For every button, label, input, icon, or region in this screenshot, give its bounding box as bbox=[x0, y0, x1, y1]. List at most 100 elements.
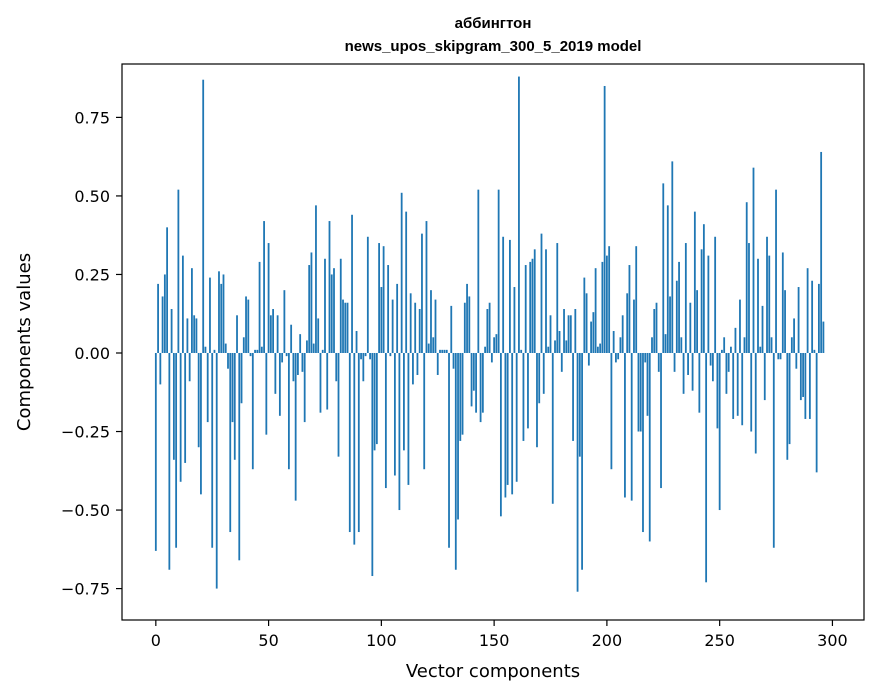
bar-165 bbox=[527, 352, 529, 429]
y-tick-label: 0.75 bbox=[74, 108, 110, 127]
bar-100 bbox=[380, 287, 383, 353]
bar-254 bbox=[727, 352, 730, 372]
bar-83 bbox=[342, 299, 344, 353]
bar-190 bbox=[583, 277, 586, 353]
y-tick-label: 0.25 bbox=[74, 265, 110, 284]
bar-202 bbox=[610, 352, 613, 470]
bar-67 bbox=[306, 340, 308, 353]
bar-248 bbox=[714, 236, 717, 353]
bar-111 bbox=[405, 211, 408, 353]
bar-38 bbox=[240, 352, 243, 404]
bar-238 bbox=[691, 352, 694, 391]
bar-31 bbox=[224, 343, 227, 353]
bar-27 bbox=[215, 352, 218, 589]
bar-59 bbox=[287, 352, 290, 470]
bar-169 bbox=[536, 352, 538, 448]
bar-260 bbox=[741, 352, 744, 426]
bar-281 bbox=[788, 352, 791, 445]
bar-176 bbox=[551, 352, 554, 504]
x-tick-label: 200 bbox=[592, 631, 623, 650]
bar-276 bbox=[777, 352, 780, 360]
bar-37 bbox=[238, 352, 241, 561]
bar-102 bbox=[384, 352, 387, 489]
bar-68 bbox=[308, 265, 311, 353]
bar-11 bbox=[179, 352, 182, 482]
bar-55 bbox=[278, 352, 281, 416]
bar-290 bbox=[808, 352, 811, 419]
bar-44 bbox=[254, 349, 256, 353]
bar-219 bbox=[648, 352, 651, 542]
bar-153 bbox=[499, 352, 502, 517]
bar-21 bbox=[202, 79, 205, 354]
bar-74 bbox=[321, 349, 324, 353]
bar-4 bbox=[163, 274, 166, 353]
bar-274 bbox=[772, 352, 775, 548]
bar-78 bbox=[330, 274, 333, 353]
bar-268 bbox=[759, 346, 762, 353]
bar-151 bbox=[495, 334, 498, 353]
x-axis-label: Vector components bbox=[406, 661, 580, 682]
bar-1 bbox=[157, 283, 159, 353]
bar-130 bbox=[448, 352, 450, 548]
bar-261 bbox=[743, 337, 746, 353]
bar-20 bbox=[200, 352, 202, 495]
bar-139 bbox=[468, 296, 471, 353]
bar-162 bbox=[520, 349, 523, 353]
bar-209 bbox=[626, 293, 629, 353]
bar-41 bbox=[247, 299, 250, 353]
x-axis-ticks: 0 50 100 150 200 250 300 bbox=[151, 620, 848, 650]
bar-123 bbox=[432, 337, 435, 353]
bar-73 bbox=[319, 352, 322, 413]
bar-278 bbox=[781, 252, 784, 353]
bar-133 bbox=[454, 352, 457, 570]
bar-264 bbox=[750, 352, 753, 432]
bar-224 bbox=[660, 352, 662, 489]
bar-34 bbox=[231, 352, 234, 423]
bar-203 bbox=[612, 331, 615, 353]
bar-255 bbox=[730, 346, 732, 353]
bar-113 bbox=[409, 293, 412, 353]
bar-293 bbox=[815, 352, 818, 473]
bar-72 bbox=[317, 318, 320, 353]
bar-168 bbox=[533, 249, 536, 353]
bar-263 bbox=[748, 243, 750, 353]
bar-247 bbox=[711, 352, 714, 382]
bar-163 bbox=[522, 352, 525, 441]
bar-26 bbox=[213, 349, 216, 353]
bar-214 bbox=[637, 352, 640, 432]
bar-47 bbox=[260, 346, 263, 353]
bar-60 bbox=[290, 324, 293, 353]
bar-129 bbox=[445, 349, 448, 353]
bar-136 bbox=[461, 352, 464, 435]
bar-15 bbox=[188, 352, 191, 382]
bar-244 bbox=[705, 352, 708, 583]
bar-25 bbox=[211, 352, 214, 548]
bar-145 bbox=[481, 352, 484, 413]
bar-131 bbox=[450, 305, 453, 353]
bar-8 bbox=[172, 352, 175, 460]
bar-9 bbox=[175, 352, 178, 548]
bar-167 bbox=[531, 258, 534, 353]
bar-128 bbox=[443, 349, 446, 353]
bar-220 bbox=[651, 337, 653, 353]
bar-170 bbox=[538, 352, 541, 404]
bar-51 bbox=[269, 315, 272, 353]
bar-115 bbox=[414, 302, 417, 353]
bar-183 bbox=[567, 315, 570, 353]
bar-280 bbox=[786, 352, 789, 460]
bar-213 bbox=[635, 246, 638, 353]
bar-119 bbox=[423, 352, 426, 470]
bar-90 bbox=[357, 352, 360, 533]
bar-197 bbox=[599, 343, 602, 353]
bar-7 bbox=[170, 309, 173, 353]
bar-175 bbox=[549, 315, 552, 353]
bar-117 bbox=[418, 309, 421, 353]
bar-124 bbox=[434, 299, 437, 353]
bar-97 bbox=[373, 352, 376, 451]
bar-76 bbox=[326, 352, 329, 410]
bar-105 bbox=[391, 299, 394, 353]
bars-group bbox=[154, 76, 825, 592]
bar-150 bbox=[493, 337, 496, 353]
bar-187 bbox=[576, 352, 579, 592]
bar-243 bbox=[702, 224, 705, 353]
